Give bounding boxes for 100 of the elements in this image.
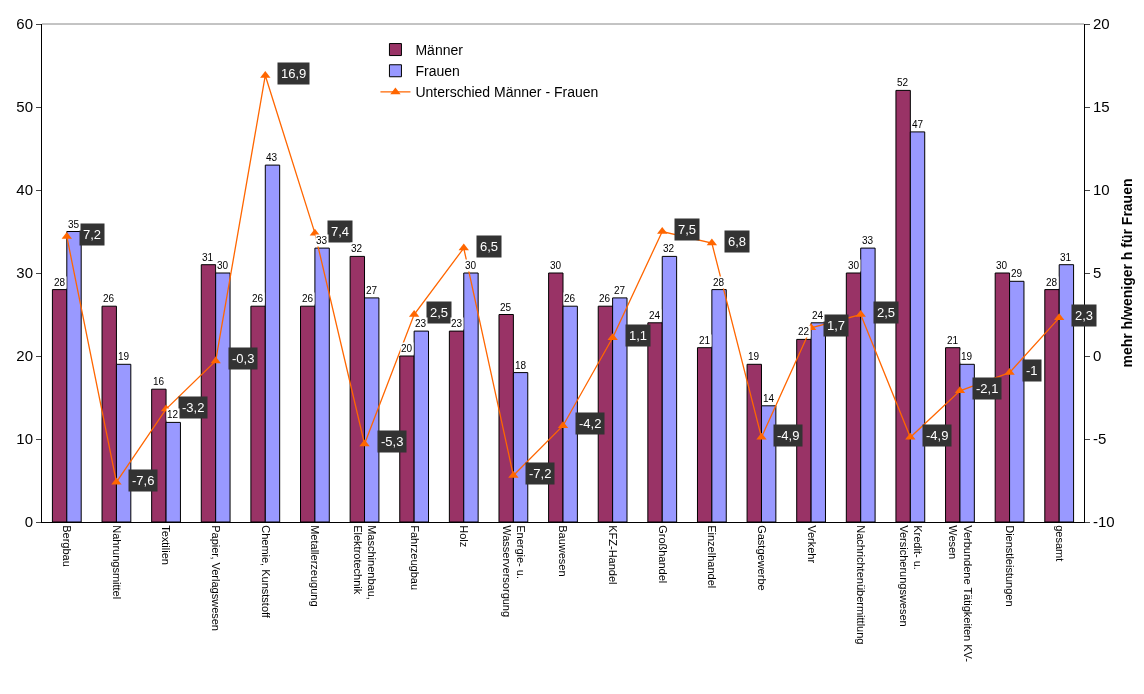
x-tick-label: Bauwesen [557,525,570,577]
data-label: 30 [996,260,1008,271]
data-label: 30 [848,260,860,271]
y2-tick-label: -10 [1093,513,1115,531]
data-label: 25 [500,302,512,313]
y-tick-label: 30 [16,264,33,282]
data-label: 24 [649,310,661,321]
data-label: 14 [763,393,775,404]
x-tick-label: Energie- u. Wasserversorgung [500,525,527,618]
data-label: 27 [366,285,378,296]
data-label: 33 [862,235,874,246]
data-label: 21 [699,335,711,346]
data-label: 30 [550,260,562,271]
data-label: -2,1 [976,381,999,396]
x-tick-label: Bergbau [61,525,74,567]
y-tick-label: 40 [16,181,33,199]
x-tick-label: Kredit- u. Versicherungswesen [897,525,924,627]
data-label: 35 [68,219,80,230]
data-label: 19 [961,351,973,362]
y-tick-label: 0 [24,513,33,531]
data-label: 19 [118,351,130,362]
x-tick-label: gesamt [1053,525,1066,562]
data-label: -7,2 [529,466,552,481]
x-tick-label: Maschinenbau, Elektrotechnik [351,525,379,600]
legend-label: Männer [415,42,464,59]
data-label: 23 [415,318,427,329]
data-label: 29 [1011,268,1023,279]
x-tick-label: Textilien [160,525,173,565]
legend-label: Frauen [415,63,460,80]
data-label: 28 [54,277,66,288]
legend-label: Unterschied Männer - Frauen [415,84,599,101]
point [359,439,370,447]
x-tick-label: KFZ-Handel [607,525,620,585]
data-label: 52 [897,77,909,88]
y2-tick-label: -5 [1093,430,1107,448]
data-label: 28 [1046,277,1058,288]
data-label: 2,5 [877,305,896,320]
data-label: 26 [252,293,264,304]
data-label: 16,9 [281,66,307,81]
y-tick-label: 60 [16,15,33,33]
data-label: 24 [812,310,824,321]
x-tick-label: Holz [458,525,471,548]
data-label: 20 [401,343,413,354]
data-label: 32 [351,243,363,254]
y2-tick-label: 15 [1093,98,1110,116]
data-label: 27 [614,285,626,296]
data-label: 26 [599,293,611,304]
data-label: 19 [748,351,760,362]
data-label: -3,2 [182,400,205,415]
y2-tick-label: 5 [1093,264,1102,282]
data-label: 43 [266,152,278,163]
data-label: 2,3 [1075,308,1094,323]
data-label: 26 [103,293,115,304]
data-label: 22 [798,326,810,337]
data-label: 26 [302,293,314,304]
data-label: 1,1 [629,328,648,343]
x-tick-label: Metallerzeugung [309,525,322,607]
data-label: -0,3 [232,351,255,366]
data-label: -5,3 [381,434,404,449]
y2-tick-label: 0 [1093,347,1102,365]
data-label: 26 [564,293,576,304]
data-label: 21 [947,335,959,346]
y-tick-label: 20 [16,347,33,365]
data-label: 1,7 [827,318,846,333]
data-label: 30 [217,260,229,271]
x-tick-label: Großhandel [656,525,669,584]
y2-axis-title: mehr h/weniger h für Frauen [1118,178,1135,368]
data-label: 7,2 [83,227,102,242]
x-tick-label: Verbundene Tätigkeiten KV- Wesen [947,525,974,663]
data-label: 31 [1060,252,1072,263]
data-label: 7,4 [331,224,350,239]
data-label: 2,5 [430,305,449,320]
data-label: -4,2 [579,416,602,431]
data-label: 6,8 [728,234,747,249]
data-label: 7,5 [678,222,697,237]
x-tick-label: Verkehr [805,525,818,564]
x-tick-label: Gastgewerbe [755,525,768,591]
y-tick-label: 10 [16,430,33,448]
x-tick-label: Nachrichtenübermittlung [855,525,868,645]
data-label: 28 [713,277,725,288]
data-label: 23 [451,318,463,329]
y-tick-label: 50 [16,98,33,116]
x-tick-label: Fahrzeugbau [408,525,421,591]
x-tick-label: Papier, Verlagswesen [210,525,223,631]
x-tick-label: Chemie, Kunststoff [259,525,272,619]
data-label: -1 [1026,363,1038,378]
data-label: 18 [515,360,527,371]
point [756,432,767,440]
x-tick-label: Einzelhandel [706,525,719,589]
data-label: 30 [465,260,477,271]
point [210,356,221,364]
data-label: -4,9 [777,428,800,443]
data-label: -4,9 [926,428,949,443]
y2-tick-label: 10 [1093,181,1110,199]
data-label: 12 [167,409,179,420]
data-label: 6,5 [480,239,499,254]
data-label: 33 [316,235,328,246]
data-label: 32 [663,243,675,254]
data-label: 47 [912,119,924,130]
x-tick-label: Nahrungsmittel [110,525,123,600]
